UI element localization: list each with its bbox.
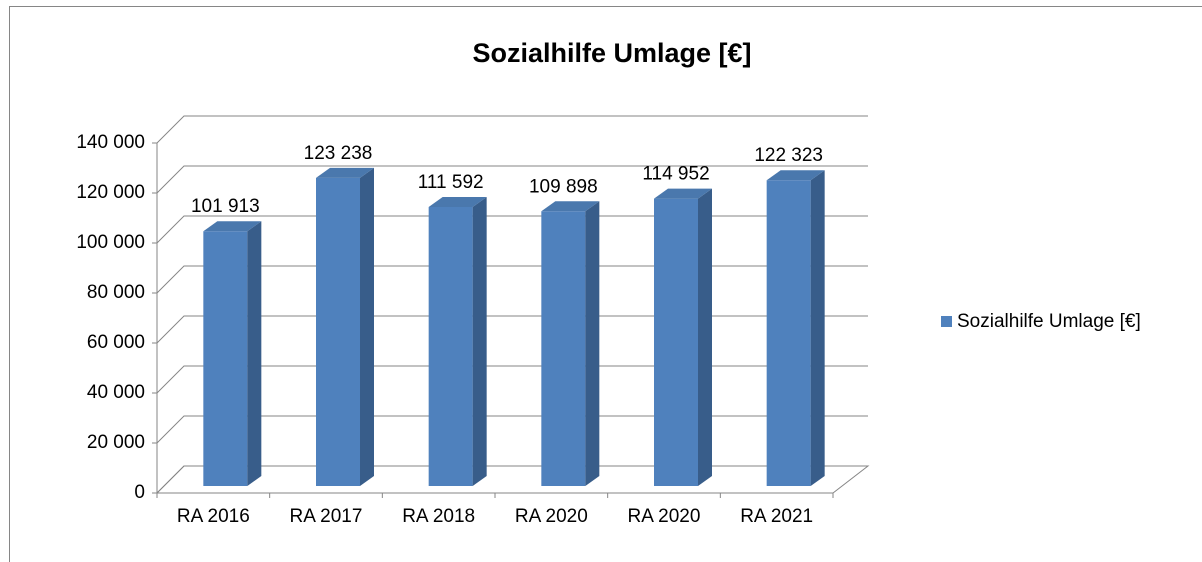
bar-face (472, 197, 487, 486)
bar (654, 188, 712, 486)
y-tick-label: 100 000 (76, 232, 145, 253)
bar-face (766, 170, 825, 181)
bar (541, 201, 600, 486)
bar (316, 167, 374, 486)
bar-face (247, 221, 262, 486)
grid-line (156, 165, 868, 194)
x-tick-label: RA 2018 (402, 506, 475, 527)
legend-label: Sozialhilfe Umlage [€] (957, 311, 1141, 332)
bar (766, 170, 825, 486)
bar-face (203, 231, 248, 486)
bar-face (541, 201, 600, 212)
chart-border (9, 6, 1202, 562)
x-tick-label: RA 2020 (515, 506, 588, 527)
grid-line (156, 365, 868, 394)
y-tick-label: 140 000 (76, 132, 145, 153)
data-label: 101 913 (191, 196, 260, 217)
bar-face (654, 198, 698, 486)
grid-line (156, 115, 868, 144)
x-tick-label: RA 2020 (628, 506, 701, 527)
grid-line (156, 315, 868, 344)
bar-face (541, 211, 586, 486)
bar (203, 221, 262, 486)
y-tick-label: 20 000 (87, 432, 145, 453)
bar-face (203, 221, 262, 232)
grid-line (156, 465, 868, 494)
bar-face (428, 197, 487, 208)
x-tick-label: RA 2016 (177, 506, 250, 527)
legend-swatch (941, 316, 952, 327)
grid-line (156, 415, 868, 444)
y-tick-label: 80 000 (87, 282, 145, 303)
data-label: 111 592 (418, 172, 484, 193)
data-label: 109 898 (529, 176, 598, 197)
bar-face (316, 177, 360, 486)
y-tick-label: 120 000 (76, 182, 145, 203)
bar (428, 197, 487, 486)
x-tick-label: RA 2017 (290, 506, 363, 527)
bar-face (360, 167, 374, 486)
bar-face (428, 207, 473, 486)
y-tick-label: 40 000 (87, 382, 145, 403)
data-label: 114 952 (642, 164, 709, 185)
x-tick-label: RA 2021 (740, 506, 813, 527)
bar-face (810, 170, 825, 486)
y-tick-label: 60 000 (87, 332, 145, 353)
data-label: 123 238 (304, 143, 373, 164)
bar-face (698, 188, 712, 486)
y-tick-label: 0 (134, 482, 145, 503)
grid-line (156, 265, 868, 294)
chart-title: Sozialhilfe Umlage [€] (472, 38, 751, 68)
bar-face (585, 201, 600, 486)
bar-face (654, 188, 712, 199)
grid-line (156, 215, 868, 244)
bar-face (766, 180, 811, 486)
bar-face (316, 167, 374, 178)
data-label: 122 323 (754, 145, 823, 166)
